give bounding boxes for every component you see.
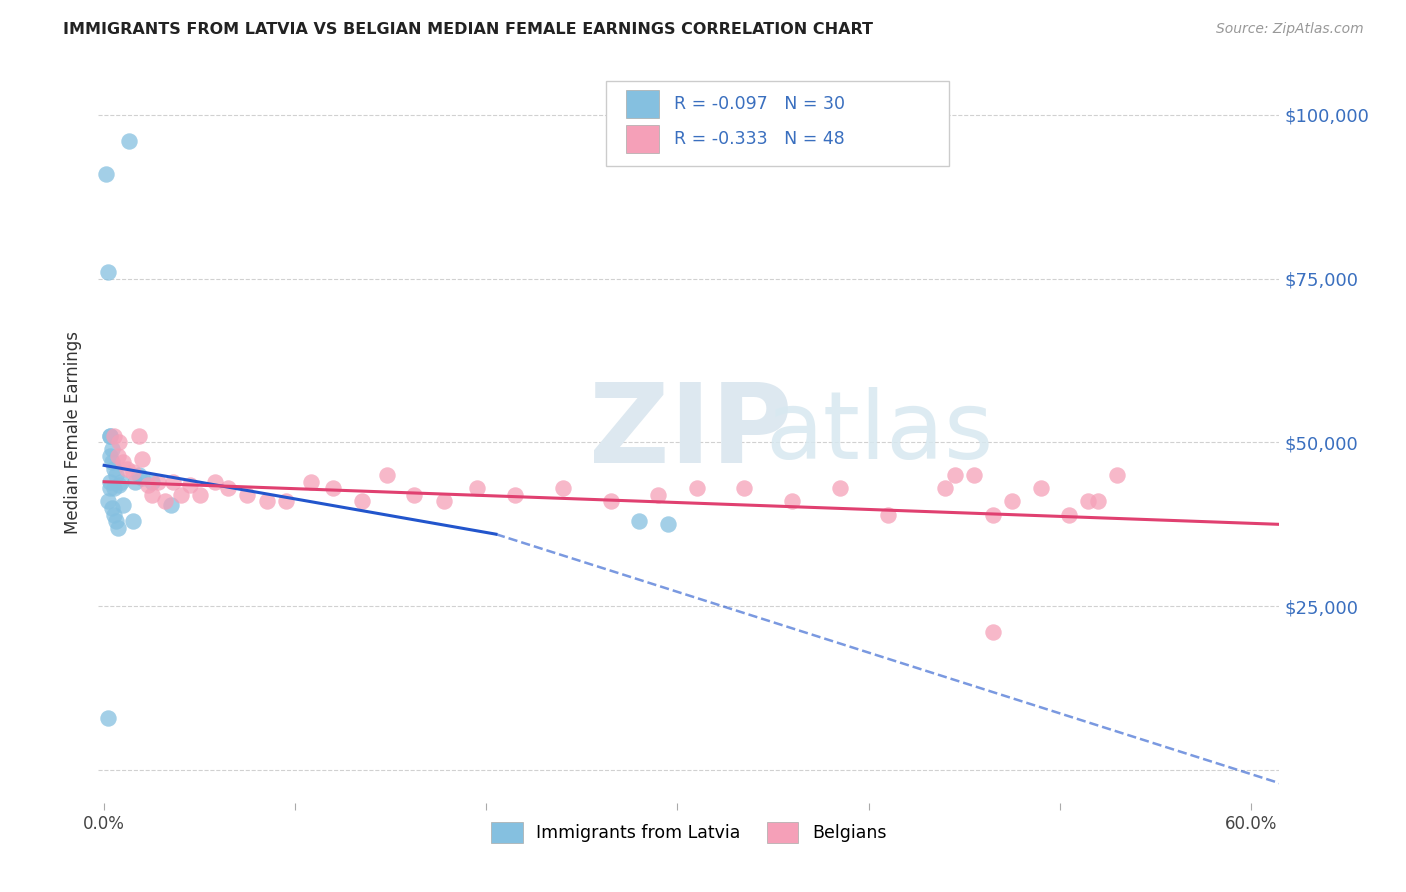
Point xyxy=(160,498,183,512)
Point xyxy=(128,429,150,443)
Point xyxy=(131,451,153,466)
Point xyxy=(465,481,488,495)
Point xyxy=(98,449,121,463)
Point xyxy=(104,514,127,528)
Text: R = -0.333   N = 48: R = -0.333 N = 48 xyxy=(673,129,845,148)
Point xyxy=(981,508,1004,522)
Point xyxy=(352,494,374,508)
Point xyxy=(97,711,120,725)
Point xyxy=(115,461,138,475)
Point xyxy=(162,475,184,489)
Point xyxy=(402,488,425,502)
Point xyxy=(121,465,143,479)
Point xyxy=(118,134,141,148)
Point xyxy=(107,521,129,535)
Point xyxy=(104,468,127,483)
Point xyxy=(179,478,201,492)
Legend: Immigrants from Latvia, Belgians: Immigrants from Latvia, Belgians xyxy=(485,814,893,850)
Point xyxy=(112,455,135,469)
Text: Source: ZipAtlas.com: Source: ZipAtlas.com xyxy=(1216,22,1364,37)
Point xyxy=(169,488,191,502)
Point xyxy=(112,498,135,512)
Point xyxy=(551,481,574,495)
Point xyxy=(274,494,297,508)
Point xyxy=(141,488,163,502)
Point xyxy=(97,265,120,279)
Point xyxy=(943,468,966,483)
Point xyxy=(94,167,117,181)
Point xyxy=(101,442,124,456)
Point xyxy=(981,625,1004,640)
Point xyxy=(322,481,344,495)
Point xyxy=(124,475,146,489)
Text: IMMIGRANTS FROM LATVIA VS BELGIAN MEDIAN FEMALE EARNINGS CORRELATION CHART: IMMIGRANTS FROM LATVIA VS BELGIAN MEDIAN… xyxy=(63,22,873,37)
Point xyxy=(155,494,177,508)
Point xyxy=(110,475,132,489)
Point xyxy=(204,475,226,489)
Point xyxy=(1105,468,1128,483)
Point xyxy=(1029,481,1052,495)
Point xyxy=(98,481,121,495)
Point xyxy=(141,475,163,489)
Text: R = -0.097   N = 30: R = -0.097 N = 30 xyxy=(673,95,845,113)
Point xyxy=(876,508,898,522)
Point xyxy=(98,429,121,443)
Point xyxy=(934,481,956,495)
Point xyxy=(131,471,153,485)
Point xyxy=(1077,494,1099,508)
Point xyxy=(108,435,131,450)
Point xyxy=(433,494,456,508)
Point xyxy=(98,429,121,443)
Point xyxy=(188,488,211,502)
FancyBboxPatch shape xyxy=(606,81,949,166)
Point xyxy=(780,494,803,508)
Point xyxy=(657,517,679,532)
Point xyxy=(236,488,259,502)
Point xyxy=(503,488,526,502)
Text: atlas: atlas xyxy=(766,386,994,479)
Point xyxy=(107,449,129,463)
Point xyxy=(599,494,621,508)
Point xyxy=(828,481,851,495)
Point xyxy=(963,468,986,483)
Point xyxy=(103,461,125,475)
Point xyxy=(101,500,124,515)
Point xyxy=(103,508,125,522)
Point xyxy=(1001,494,1024,508)
Point xyxy=(256,494,278,508)
Point xyxy=(217,481,239,495)
Point xyxy=(108,478,131,492)
Point xyxy=(685,481,707,495)
Point xyxy=(1057,508,1080,522)
Bar xyxy=(626,90,659,118)
Point xyxy=(97,494,120,508)
Point xyxy=(146,475,169,489)
Point xyxy=(628,514,651,528)
Point xyxy=(103,429,125,443)
Point xyxy=(121,514,143,528)
Point xyxy=(128,468,150,483)
Point xyxy=(299,475,322,489)
Bar xyxy=(626,125,659,153)
Point xyxy=(1087,494,1109,508)
Point xyxy=(733,481,755,495)
Text: ZIP: ZIP xyxy=(589,379,792,486)
Point xyxy=(647,488,669,502)
Point xyxy=(101,455,124,469)
Y-axis label: Median Female Earnings: Median Female Earnings xyxy=(65,331,83,534)
Point xyxy=(136,478,159,492)
Point xyxy=(375,468,398,483)
Point xyxy=(98,475,121,489)
Point xyxy=(103,481,125,495)
